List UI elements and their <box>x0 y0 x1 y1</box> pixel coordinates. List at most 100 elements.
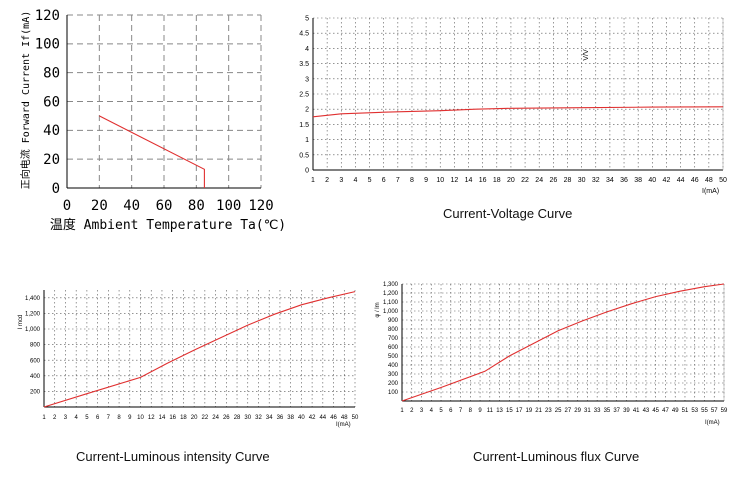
luminous-flux-x-tick-label: 49 <box>672 408 679 414</box>
luminous-flux-x-tick-label: 17 <box>516 408 523 414</box>
current-voltage-axes <box>312 18 724 171</box>
luminous-intensity-x-tick-label: 38 <box>287 415 294 421</box>
current-voltage-y-tick-label: 0.5 <box>299 152 309 159</box>
current-voltage-x-tick-label: 9 <box>424 177 428 184</box>
current-voltage-y-tick-label: 1 <box>305 137 309 144</box>
derating-y-tick-label: 80 <box>43 66 60 82</box>
luminous-intensity-x-tick-label: 12 <box>148 415 155 421</box>
luminous-flux-chart-svg: 1 2 3 4 5 6 7 8 9 11 13 15 17 19 21 23 25 27 29 31 33 35 37 39 4… <box>375 282 728 426</box>
luminous-intensity-x-tick-label: 6 <box>96 415 100 421</box>
current-voltage-y-tick-label: 3 <box>305 76 309 83</box>
current-voltage-x-tick-label: 14 <box>465 177 473 184</box>
current-voltage-x-tick-label: 20 <box>507 177 515 184</box>
luminous-flux-x-tick-label: 51 <box>682 408 689 414</box>
luminous-flux-x-tick-label: 43 <box>643 408 650 414</box>
current-voltage-y-tick-label: 2.5 <box>299 91 309 98</box>
luminous-flux-y-tick-label: 1,100 <box>383 300 399 306</box>
derating-x-tick-label: 20 <box>91 198 108 214</box>
luminous-flux-x-tick-label: 37 <box>613 408 620 414</box>
luminous-intensity-x-tick-label: 36 <box>277 415 284 421</box>
luminous-intensity-y-tick-label: 600 <box>30 358 41 364</box>
luminous-flux-y-tick-label: 1,200 <box>383 291 399 297</box>
derating-x-tick-label: 60 <box>156 198 173 214</box>
luminous-flux-x-ticks: 1 2 3 4 5 6 7 8 9 11 13 15 17 19 21 23 25 27 29 31 33 35 37 39 4… <box>400 408 728 414</box>
derating-y-tick-label: 120 <box>35 8 60 24</box>
luminous-flux-x-tick-label: 39 <box>623 408 630 414</box>
current-voltage-x-tick-label: 2 <box>325 177 329 184</box>
luminous-flux-x-tick-label: 9 <box>478 408 482 414</box>
current-voltage-x-tick-label: 50 <box>719 177 727 184</box>
luminous-intensity-x-tick-label: 18 <box>180 415 187 421</box>
luminous-flux-x-tick-label: 4 <box>430 408 434 414</box>
current-voltage-x-tick-label: 32 <box>592 177 600 184</box>
derating-x-axis-label: 温度 Ambient Temperature Ta(℃) <box>50 217 286 233</box>
current-voltage-x-tick-label: 28 <box>564 177 572 184</box>
luminous-intensity-x-tick-label: 26 <box>223 415 230 421</box>
luminous-flux-grid <box>401 283 725 401</box>
luminous-intensity-x-tick-label: 3 <box>64 415 68 421</box>
current-voltage-y-tick-label: 4 <box>305 46 309 53</box>
luminous-flux-x-tick-label: 6 <box>449 408 453 414</box>
luminous-flux-x-tick-label: 23 <box>545 408 552 414</box>
current-voltage-x-tick-label: 30 <box>578 177 586 184</box>
luminous-intensity-x-tick-label: 28 <box>234 415 241 421</box>
luminous-intensity-x-tick-label: 7 <box>107 415 111 421</box>
derating-x-ticks: 0 20 40 60 80 100 120 <box>63 198 274 214</box>
current-voltage-x-tick-label: 48 <box>705 177 713 184</box>
current-voltage-y-tick-label: 3.5 <box>299 61 309 68</box>
luminous-intensity-x-tick-label: 4 <box>75 415 79 421</box>
derating-series-line <box>99 115 205 188</box>
current-voltage-x-tick-label: 22 <box>521 177 529 184</box>
luminous-intensity-x-tick-label: 50 <box>352 415 359 421</box>
luminous-flux-caption: Current-Luminous flux Curve <box>473 449 640 464</box>
luminous-flux-axes <box>401 284 725 402</box>
luminous-flux-series-line <box>401 283 725 402</box>
current-voltage-x-tick-label: 40 <box>648 177 656 184</box>
luminous-flux-x-tick-label: 1 <box>400 408 404 414</box>
current-voltage-series <box>312 106 724 118</box>
luminous-flux-x-tick-label: 47 <box>662 408 669 414</box>
luminous-flux-y-tick-label: 800 <box>388 327 399 333</box>
luminous-flux-x-tick-label: 29 <box>574 408 581 414</box>
luminous-flux-x-tick-label: 53 <box>691 408 698 414</box>
luminous-flux-x-tick-label: 8 <box>469 408 473 414</box>
luminous-intensity-x-tick-label: 8 <box>117 415 121 421</box>
luminous-flux-y-tick-label: 400 <box>388 363 399 369</box>
luminous-flux-y-tick-label: 300 <box>388 372 399 378</box>
luminous-intensity-x-ticks: 1 2 3 4 5 6 7 8 9 10 12 14 16 18 20 22 24 26 28 30 32 34 36 38 4… <box>42 415 359 421</box>
current-voltage-chart: 1 2 3 4 5 6 7 8 9 10 12 14 16 18 20 22 24 26 28 30 32 34 36 38 4… <box>290 0 741 200</box>
luminous-intensity-caption: Current-Luminous intensity Curve <box>76 449 270 464</box>
current-voltage-y-tick-label: 5 <box>305 15 309 22</box>
derating-y-ticks: 0 20 40 60 80 100 120 <box>35 8 60 197</box>
current-voltage-x-tick-label: 5 <box>368 177 372 184</box>
luminous-flux-x-tick-label: 41 <box>633 408 640 414</box>
current-voltage-x-tick-label: 6 <box>382 177 386 184</box>
luminous-intensity-grid <box>43 290 356 407</box>
current-voltage-x-tick-label: 18 <box>493 177 501 184</box>
luminous-intensity-y-tick-label: 800 <box>30 343 41 349</box>
luminous-intensity-x-tick-label: 40 <box>298 415 305 421</box>
luminous-flux-x-tick-label: 31 <box>584 408 591 414</box>
luminous-flux-x-tick-label: 33 <box>594 408 601 414</box>
luminous-intensity-x-tick-label: 20 <box>191 415 198 421</box>
luminous-intensity-x-tick-label: 32 <box>255 415 262 421</box>
current-voltage-x-tick-label: 24 <box>535 177 543 184</box>
luminous-flux-x-tick-label: 45 <box>652 408 659 414</box>
current-voltage-y-tick-label: 1.5 <box>299 122 309 129</box>
luminous-flux-x-tick-label: 27 <box>565 408 572 414</box>
current-voltage-y-ticks: 0 0.5 1 1.5 2 2.5 3 3.5 4 4.5 5 <box>299 15 309 174</box>
luminous-intensity-y-tick-label: 1,200 <box>25 312 41 318</box>
current-voltage-x-ticks: 1 2 3 4 5 6 7 8 9 10 12 14 16 18 20 22 24 26 28 30 32 34 36 38 4… <box>311 177 727 184</box>
current-voltage-x-tick-label: 16 <box>479 177 487 184</box>
luminous-intensity-y-tick-label: 1,400 <box>25 296 41 302</box>
luminous-intensity-x-axis-label: I(mA) <box>336 422 351 428</box>
luminous-flux-y-tick-label: 900 <box>388 318 399 324</box>
luminous-flux-x-tick-label: 15 <box>506 408 513 414</box>
derating-series <box>99 115 205 188</box>
luminous-intensity-x-tick-label: 46 <box>330 415 337 421</box>
luminous-flux-x-tick-label: 7 <box>459 408 463 414</box>
luminous-intensity-x-tick-label: 42 <box>309 415 316 421</box>
current-voltage-x-tick-label: 38 <box>634 177 642 184</box>
luminous-intensity-x-tick-label: 1 <box>42 415 46 421</box>
current-voltage-x-tick-label: 7 <box>396 177 400 184</box>
